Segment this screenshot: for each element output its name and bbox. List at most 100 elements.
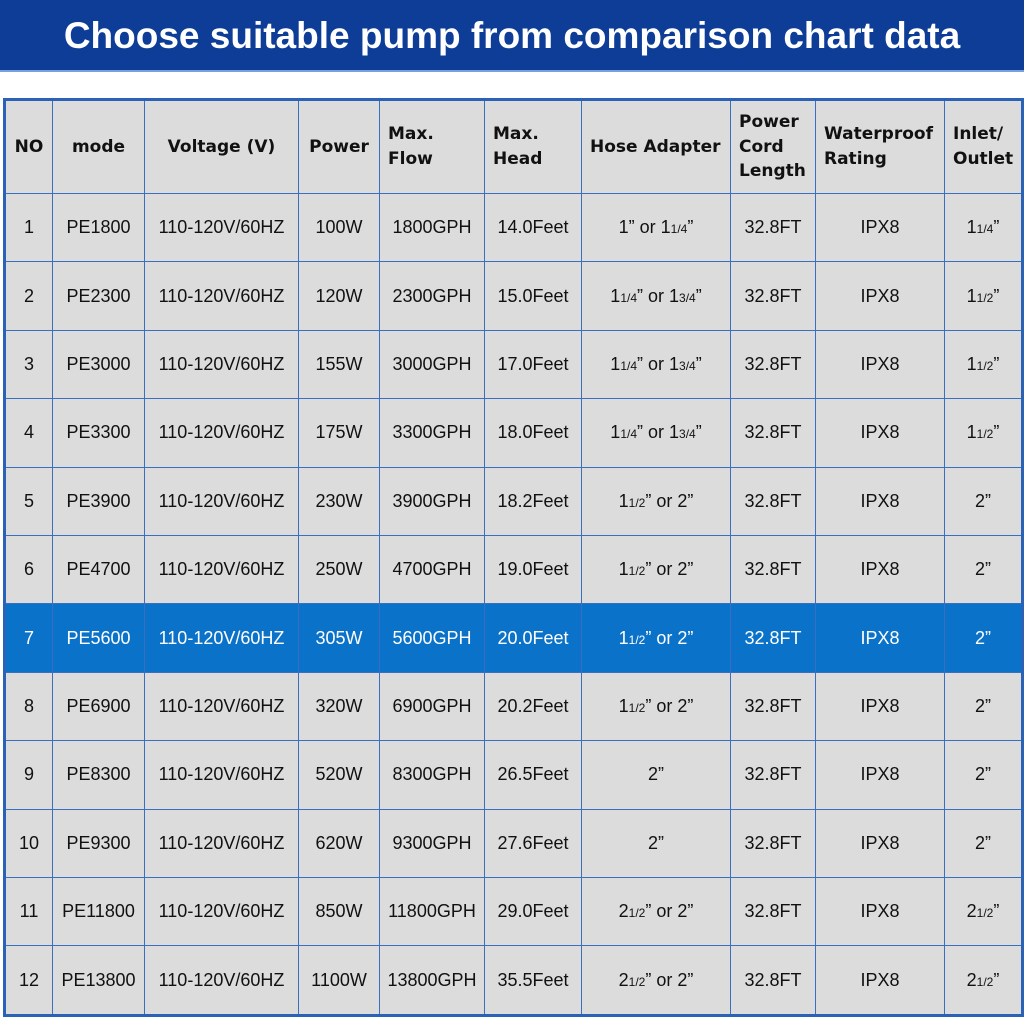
table-cell: 110-120V/60HZ [144, 329, 299, 400]
table-cell: 230W [298, 466, 380, 537]
table-cell: IPX8 [815, 945, 945, 1016]
table-cell: 8 [4, 671, 53, 742]
table-row: 11 PE11800 110-120V/60HZ 850W 11800GPH 29.0Fe… [4, 877, 1023, 947]
table-cell: PE9300 [52, 808, 145, 879]
table-row: 3 PE3000 110-120V/60HZ 155W 3000GPH 17.0Feet 1… [4, 329, 1023, 400]
table-head: NO mode Voltage (V) Power Max. Flow Max. Head… [4, 99, 1023, 194]
header-row: NO mode Voltage (V) Power Max. Flow Max. Head… [4, 99, 1023, 194]
table-cell: PE8300 [52, 740, 145, 810]
table-cell: 11/2” [944, 398, 1023, 468]
table-cell: IPX8 [815, 671, 945, 742]
table-cell: 21/2” [944, 945, 1023, 1016]
column-header: Max. Head [484, 99, 582, 194]
table-cell: 15.0Feet [484, 261, 582, 331]
table-body: 1 PE1800 110-120V/60HZ 100W 1800GPH 14.0Feet 1… [4, 192, 1023, 1016]
table-cell: 2” [581, 808, 731, 879]
table-cell: 27.6Feet [484, 808, 582, 879]
table-row: 8 PE6900 110-120V/60HZ 320W 6900GPH 20.2Feet 1… [4, 671, 1023, 742]
table-cell: 3300GPH [379, 398, 485, 468]
table-cell: IPX8 [815, 603, 945, 673]
table-cell: 2” [581, 740, 731, 810]
table-cell: 11/2” [944, 329, 1023, 400]
table-cell: 1 [4, 192, 53, 263]
table-cell: IPX8 [815, 261, 945, 331]
table-cell: 9300GPH [379, 808, 485, 879]
table-cell: 11/4” [944, 192, 1023, 263]
table-row: 12 PE13800 110-120V/60HZ 1100W 13800GPH 35.5F… [4, 945, 1023, 1016]
table-cell: 110-120V/60HZ [144, 466, 299, 537]
table-cell: 32.8FT [730, 945, 816, 1016]
table-cell: IPX8 [815, 877, 945, 947]
table-cell: 2” [944, 740, 1023, 810]
table-cell: 3900GPH [379, 466, 485, 537]
table-cell: IPX8 [815, 398, 945, 468]
table-cell: PE11800 [52, 877, 145, 947]
column-header: Hose Adapter [581, 99, 731, 194]
table-cell: IPX8 [815, 329, 945, 400]
table-cell: 5600GPH [379, 603, 485, 673]
table-cell: 13800GPH [379, 945, 485, 1016]
table-cell: 10 [4, 808, 53, 879]
table-cell: 1” or 11/4” [581, 192, 731, 263]
table-row: 5 PE3900 110-120V/60HZ 230W 3900GPH 18.2Feet 1… [4, 466, 1023, 537]
table-cell: 1800GPH [379, 192, 485, 263]
table-cell: 32.8FT [730, 329, 816, 400]
table-row: 7 PE5600 110-120V/60HZ 305W 5600GPH 20.0Feet 1… [4, 603, 1023, 673]
column-header: Inlet/ Outlet [944, 99, 1023, 194]
table-cell: 32.8FT [730, 671, 816, 742]
table-cell: 11/2” [944, 261, 1023, 331]
table-cell: 11/4” or 13/4” [581, 398, 731, 468]
table-row: 1 PE1800 110-120V/60HZ 100W 1800GPH 14.0Feet 1… [4, 192, 1023, 263]
table-cell: 32.8FT [730, 808, 816, 879]
table-cell: 2” [944, 466, 1023, 537]
comparison-table: NO mode Voltage (V) Power Max. Flow Max. Head… [3, 98, 1024, 1017]
column-header: Power Cord Length [730, 99, 816, 194]
table-cell: 250W [298, 535, 380, 605]
table-cell: 850W [298, 877, 380, 947]
table-row: 10 PE9300 110-120V/60HZ 620W 9300GPH 27.6Feet… [4, 808, 1023, 879]
table-cell: 2300GPH [379, 261, 485, 331]
table-cell: 110-120V/60HZ [144, 261, 299, 331]
table-cell: 18.2Feet [484, 466, 582, 537]
table-cell: 110-120V/60HZ [144, 603, 299, 673]
table-cell: 17.0Feet [484, 329, 582, 400]
title-banner: Choose suitable pump from comparison cha… [0, 0, 1024, 72]
table-cell: PE3300 [52, 398, 145, 468]
table-row: 9 PE8300 110-120V/60HZ 520W 8300GPH 26.5Feet 2… [4, 740, 1023, 810]
table-cell: IPX8 [815, 192, 945, 263]
table-cell: 175W [298, 398, 380, 468]
table-cell: 110-120V/60HZ [144, 945, 299, 1016]
table-cell: 32.8FT [730, 261, 816, 331]
table-cell: 20.0Feet [484, 603, 582, 673]
table-cell: 2 [4, 261, 53, 331]
table-cell: 21/2” or 2” [581, 945, 731, 1016]
table-cell: 4700GPH [379, 535, 485, 605]
table-cell: 18.0Feet [484, 398, 582, 468]
table-cell: 110-120V/60HZ [144, 671, 299, 742]
table-cell: 19.0Feet [484, 535, 582, 605]
table-cell: 155W [298, 329, 380, 400]
table-cell: 11/4” or 13/4” [581, 329, 731, 400]
table-cell: 32.8FT [730, 398, 816, 468]
column-header: mode [52, 99, 145, 194]
column-header: Voltage (V) [144, 99, 299, 194]
table-cell: PE5600 [52, 603, 145, 673]
table-cell: 11800GPH [379, 877, 485, 947]
table-cell: 620W [298, 808, 380, 879]
table-cell: 32.8FT [730, 192, 816, 263]
table-cell: 11/2” or 2” [581, 603, 731, 673]
column-header: Waterproof Rating [815, 99, 945, 194]
table-cell: 8300GPH [379, 740, 485, 810]
table-cell: 2” [944, 671, 1023, 742]
column-header: Max. Flow [379, 99, 485, 194]
table-cell: PE13800 [52, 945, 145, 1016]
table-cell: 110-120V/60HZ [144, 808, 299, 879]
table-cell: 11/2” or 2” [581, 535, 731, 605]
table-cell: 320W [298, 671, 380, 742]
table-cell: 21/2” or 2” [581, 877, 731, 947]
table-row: 2 PE2300 110-120V/60HZ 120W 2300GPH 15.0Feet 1… [4, 261, 1023, 331]
table-cell: IPX8 [815, 535, 945, 605]
table-cell: 4 [4, 398, 53, 468]
table-cell: 11/2” or 2” [581, 671, 731, 742]
